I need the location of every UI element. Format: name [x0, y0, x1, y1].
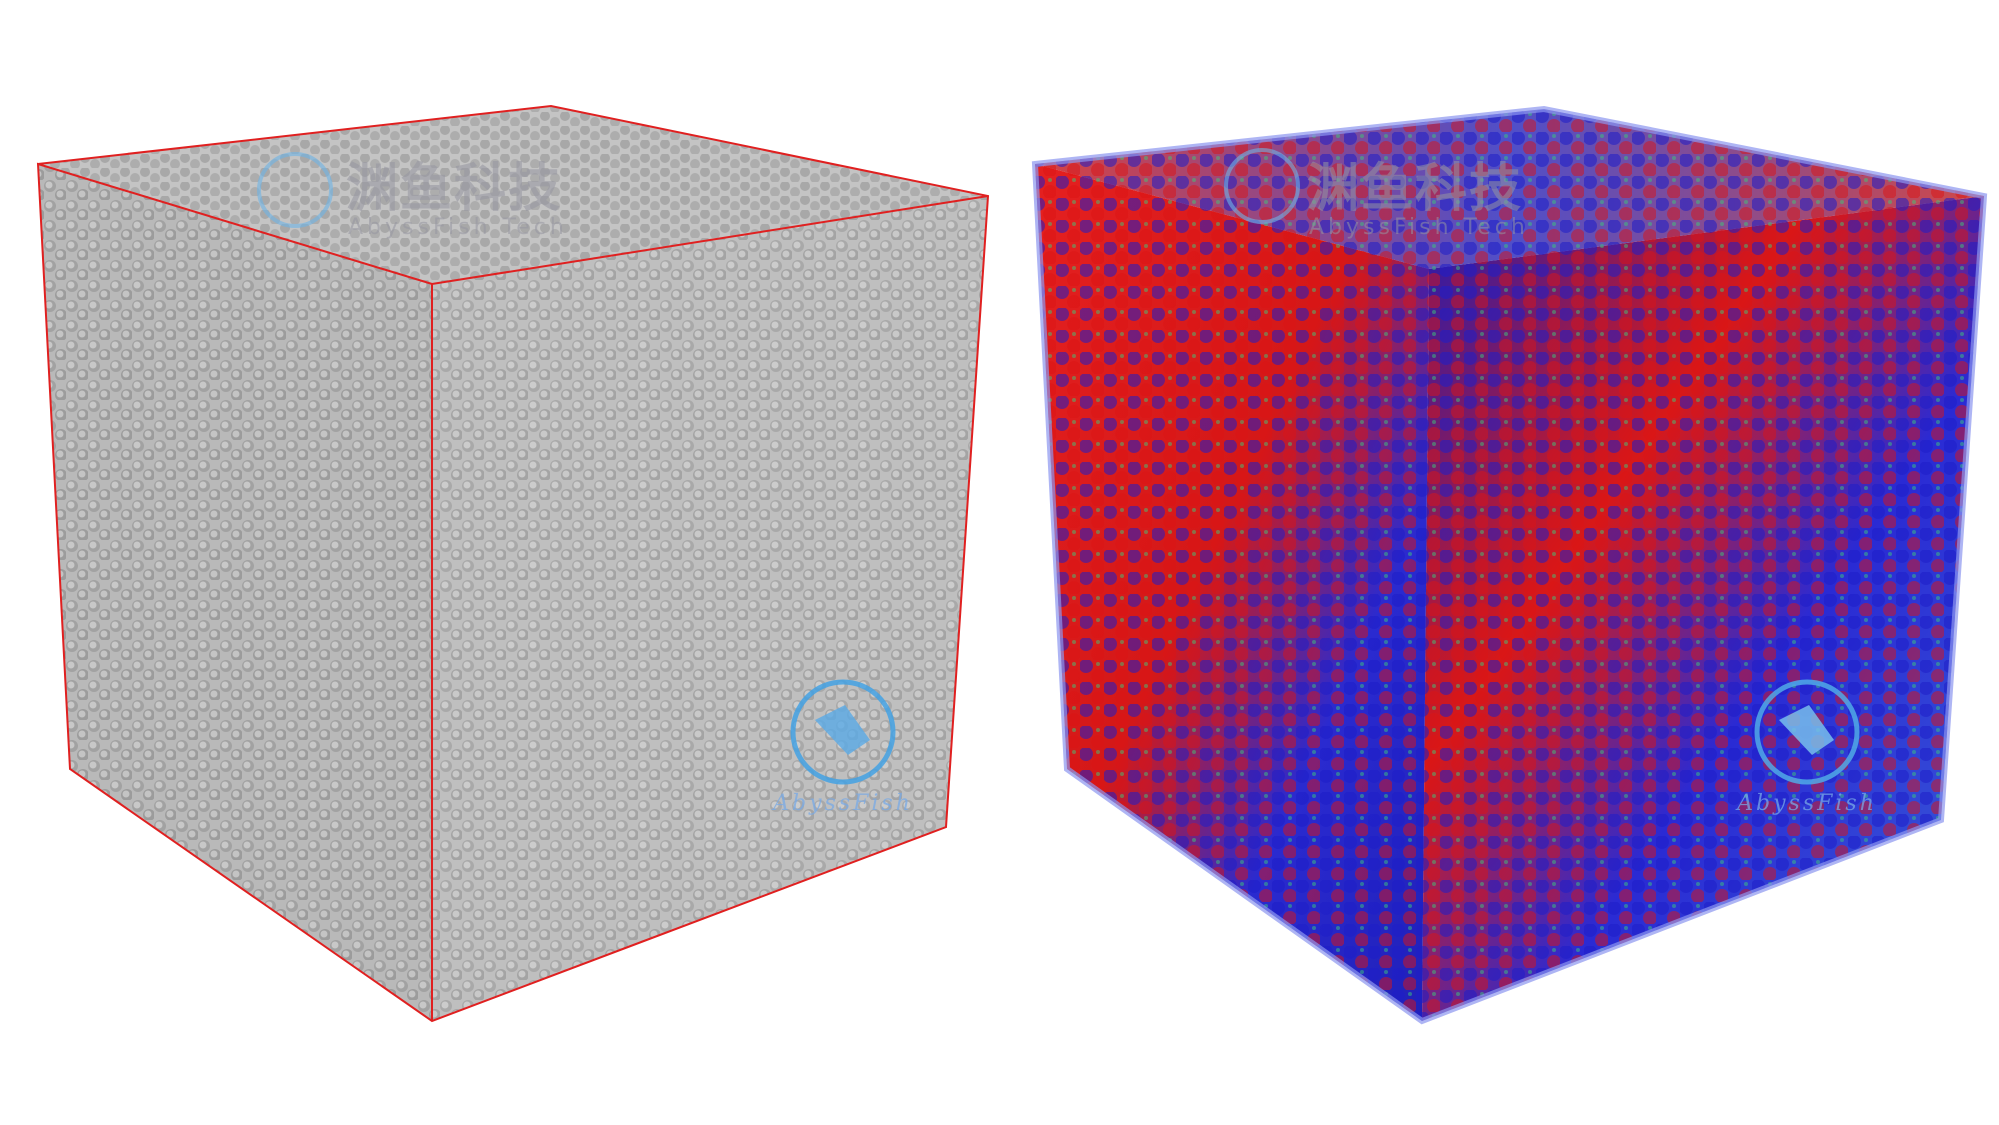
watermark-logo — [1224, 148, 1300, 224]
logo-fish — [1779, 705, 1834, 755]
logo-ring — [790, 679, 896, 785]
gray-cube — [36, 104, 990, 1023]
logo-ring — [1754, 679, 1860, 785]
watermark-title: 渊鱼科技 — [1307, 159, 1523, 219]
watermark-title: 渊鱼科技 — [346, 159, 562, 219]
cube-left-face — [38, 164, 432, 1021]
watermark-left: 渊鱼科技 AbyssFish Tech AbyssFish — [257, 152, 913, 816]
watermark-right: 渊鱼科技 AbyssFish Tech AbyssFish — [1224, 148, 1877, 816]
logo-text: AbyssFish — [1735, 791, 1877, 816]
cube-right-face — [432, 196, 988, 1021]
watermark-logo — [257, 152, 333, 228]
watermark-subtitle: AbyssFish Tech — [348, 215, 568, 240]
particle-overlay — [1035, 109, 1984, 1021]
logo-fish — [815, 705, 870, 755]
logo-text: AbyssFish — [771, 791, 913, 816]
colored-cube — [1031, 105, 1988, 1025]
watermark-subtitle: AbyssFish Tech — [1309, 215, 1529, 240]
cube-top-face — [38, 106, 988, 284]
cube-outline — [1031, 105, 1988, 1025]
